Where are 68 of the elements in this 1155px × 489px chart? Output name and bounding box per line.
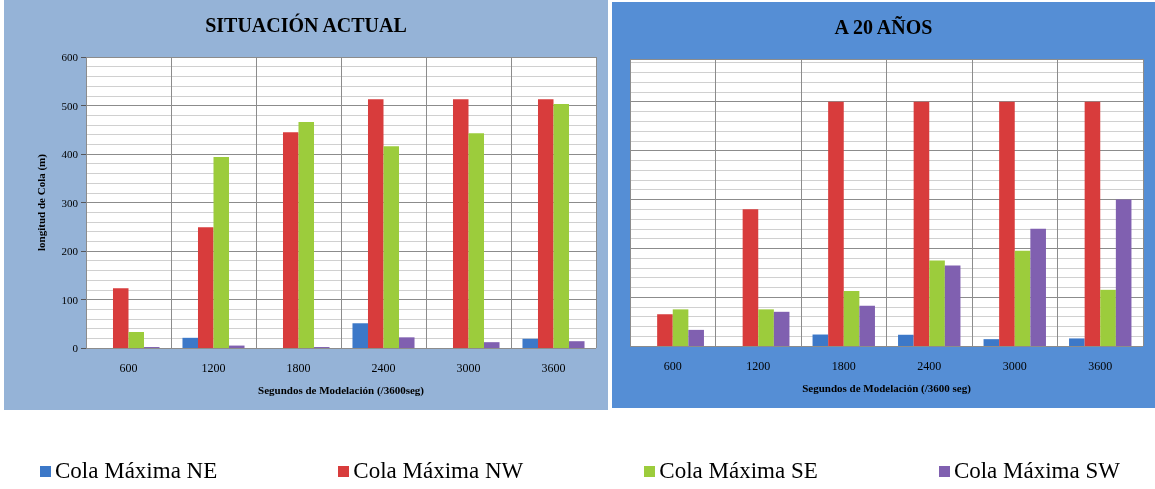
bar [282, 132, 299, 348]
bar [452, 99, 469, 348]
bar [298, 121, 315, 348]
y-tick-label: 200 [61, 245, 79, 257]
bar [468, 133, 485, 348]
x-tick-label: 3000 [456, 361, 481, 375]
bar [1030, 228, 1046, 346]
chart-title: SITUACIÓN ACTUAL [205, 13, 407, 36]
x-tick-label: 600 [663, 359, 682, 373]
y-tick-label: 300 [61, 196, 79, 209]
x-tick-label: 3000 [1002, 359, 1027, 373]
bar [182, 337, 198, 348]
chart-title: A 20 AÑOS [834, 16, 933, 38]
x-tick-label: 3600 [541, 361, 566, 375]
x-axis-title: Segundos de Modelación (/3600 seg) [802, 381, 972, 395]
bar [1069, 338, 1085, 346]
y-tick-label: 100 [61, 293, 79, 306]
y-tick-label: 600 [61, 51, 79, 63]
bar [929, 260, 945, 346]
bar [112, 288, 129, 348]
bar [898, 334, 914, 346]
bar [399, 337, 415, 348]
y-tick-label: 0 [72, 342, 79, 354]
bar [828, 101, 844, 346]
bar [983, 339, 1000, 346]
bar [672, 309, 689, 346]
bar [522, 338, 538, 348]
x-tick-label: 2400 [371, 361, 396, 375]
x-tick-label: 600 [119, 361, 138, 375]
bar [812, 334, 829, 346]
bar [1014, 250, 1031, 346]
bar [484, 342, 500, 348]
x-tick-label: 1800 [286, 361, 311, 375]
bar [657, 314, 673, 346]
bar [742, 209, 759, 346]
bar [999, 101, 1015, 346]
bar [367, 99, 384, 348]
x-tick-label: 3600 [1088, 359, 1113, 373]
bar [944, 265, 961, 346]
bar [553, 104, 570, 348]
bar [859, 305, 875, 346]
bar [128, 332, 145, 348]
bar [1084, 101, 1101, 346]
legend-label: Cola Máxima NW [353, 458, 524, 484]
x-axis-title: Segundos de Modelación (/3600seg) [258, 383, 425, 397]
y-axis-title: longitud de Cola (m) [34, 153, 48, 251]
x-tick-label: 2400 [917, 359, 942, 373]
bar [688, 329, 704, 346]
bar [843, 291, 860, 346]
bar [569, 341, 585, 348]
y-tick-label: 400 [61, 148, 79, 160]
x-tick-label: 1200 [201, 361, 226, 375]
legend-label: Cola Máxima SW [953, 458, 1120, 484]
bar [352, 323, 368, 348]
x-tick-label: 1200 [746, 359, 771, 373]
legend-label: Cola Máxima SE [659, 458, 818, 484]
legend-label: Cola Máxima NE [55, 458, 218, 484]
bar [1115, 199, 1132, 346]
bar [1100, 289, 1116, 346]
bar [913, 101, 930, 346]
bar [213, 156, 230, 348]
bar [773, 311, 790, 346]
bar [197, 227, 214, 348]
y-tick-label: 500 [61, 99, 79, 112]
x-tick-label: 1800 [831, 359, 856, 373]
bar [758, 309, 774, 346]
bar [383, 146, 400, 348]
bar [537, 99, 554, 348]
